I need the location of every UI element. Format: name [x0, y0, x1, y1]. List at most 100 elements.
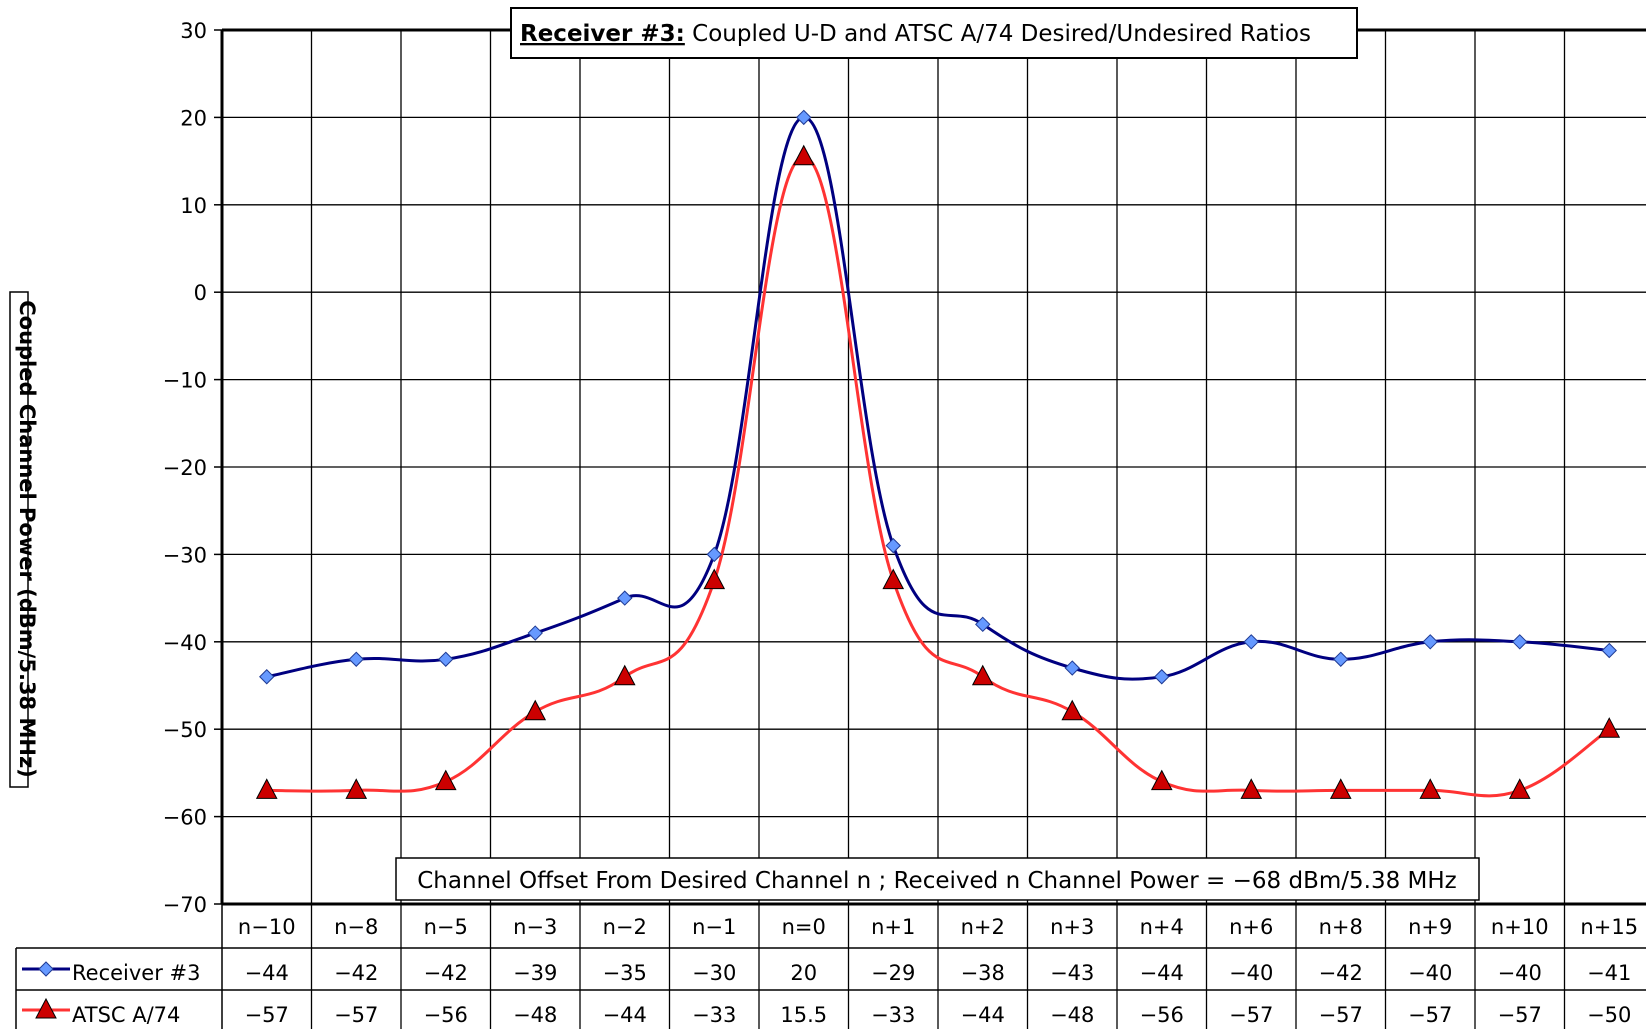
triangle-marker: [613, 664, 636, 686]
data-label: −56: [1140, 1003, 1184, 1027]
diamond-marker: [1422, 634, 1438, 650]
data-label: −56: [424, 1003, 468, 1027]
x-tick-label: n−1: [692, 915, 736, 939]
grid: [222, 29, 1646, 905]
data-label: −43: [1050, 961, 1094, 985]
diamond-marker: [348, 651, 364, 667]
data-label: −30: [692, 961, 736, 985]
y-axis-title-box: Coupled Channel Power (dBm/5.38 MHz): [9, 291, 39, 788]
legend-label: ATSC A/74: [72, 1003, 180, 1027]
chart-title-bold: Receiver #3:: [520, 21, 685, 47]
diamond-marker: [796, 109, 812, 126]
data-label: −41: [1587, 961, 1631, 985]
diamond-marker: [1601, 642, 1617, 659]
y-tick-label: −20: [163, 456, 207, 480]
chart-title-rest: Coupled U-D and ATSC A/74 Desired/Undesi…: [685, 21, 1311, 47]
data-label: −33: [871, 1003, 915, 1027]
data-table: n−10 n−8 n−5 n−3 n−2 n−1 n=0 n+1 n+2 n+3 n+4 n+6 n+8…: [15, 904, 1646, 1029]
triangle-marker: [345, 778, 368, 799]
data-label: 20: [790, 961, 817, 985]
triangle-marker: [971, 664, 994, 686]
data-label: −38: [961, 961, 1005, 985]
chart-title-box: Receiver #3: Coupled U-D and ATSC A/74 D…: [510, 7, 1358, 59]
y-tick-label: −60: [163, 806, 207, 830]
data-label: −44: [961, 1003, 1005, 1027]
data-label: −57: [1498, 1003, 1542, 1027]
x-tick-label: n+2: [961, 915, 1005, 939]
diamond-marker: [1512, 634, 1528, 650]
x-axis-title-box: Channel Offset From Desired Channel n ; …: [395, 857, 1480, 901]
legend-key-diamond: [38, 961, 54, 977]
y-tick-label: 10: [180, 194, 207, 218]
data-label: −57: [1229, 1003, 1273, 1027]
x-tick-label: n+15: [1580, 915, 1638, 939]
triangle-marker: [1598, 717, 1621, 738]
data-label: −40: [1229, 961, 1273, 985]
diamond-marker: [259, 669, 275, 685]
data-label: −40: [1408, 961, 1452, 985]
diamond-marker: [706, 546, 722, 563]
data-label: −40: [1498, 961, 1542, 985]
data-label: −44: [1140, 961, 1184, 985]
data-label: −57: [245, 1003, 289, 1027]
x-tick-label: n+8: [1319, 915, 1363, 939]
triangle-marker: [792, 144, 815, 166]
axes: 30 20 10 0 −10 −20 −30 −40 −50 −60 −70: [163, 19, 1646, 917]
data-label: −42: [334, 961, 378, 985]
triangle-marker: [1150, 769, 1173, 791]
diamond-marker: [438, 651, 454, 667]
y-tick-label: −70: [163, 893, 207, 917]
x-tick-label: n−10: [238, 915, 296, 939]
x-axis-title: Channel Offset From Desired Channel n ; …: [417, 868, 1457, 894]
triangle-marker: [524, 699, 547, 721]
triangle-marker: [255, 778, 278, 799]
chart-title: Receiver #3: Coupled U-D and ATSC A/74 D…: [520, 21, 1311, 47]
legend-label: Receiver #3: [72, 961, 200, 985]
diamond-marker: [975, 616, 991, 633]
diamond-marker: [885, 537, 901, 554]
data-label: −48: [1050, 1003, 1094, 1027]
y-axis-title: Coupled Channel Power (dBm/5.38 MHz): [15, 300, 39, 778]
y-tick-label: −40: [163, 631, 207, 655]
data-label: −57: [1319, 1003, 1363, 1027]
data-label: −44: [245, 961, 289, 985]
legend-key-triangle: [35, 997, 57, 1019]
data-label: −33: [692, 1003, 736, 1027]
diamond-marker: [1243, 634, 1259, 650]
triangle-marker: [1508, 778, 1531, 799]
y-tick-label: 0: [194, 281, 207, 305]
triangle-marker: [1240, 778, 1263, 799]
diamond-marker: [1333, 651, 1349, 667]
x-tick-label: n−5: [424, 915, 468, 939]
diamond-marker: [1064, 660, 1080, 676]
x-tick-label: n+3: [1050, 915, 1094, 939]
data-label: −57: [1408, 1003, 1452, 1027]
y-tick-label: 30: [180, 19, 207, 43]
diamond-marker: [617, 590, 633, 606]
x-tick-label: n+6: [1229, 915, 1273, 939]
diamond-marker: [527, 625, 543, 641]
data-label: −57: [334, 1003, 378, 1027]
data-label: −42: [1319, 961, 1363, 985]
x-tick-label: n−2: [603, 915, 647, 939]
data-label: −39: [513, 961, 557, 985]
x-tick-label: n+10: [1491, 915, 1549, 939]
data-label: −48: [513, 1003, 557, 1027]
triangle-marker: [882, 568, 905, 590]
x-tick-label: n+9: [1408, 915, 1452, 939]
triangle-marker: [1419, 778, 1442, 799]
data-label: −29: [871, 961, 915, 985]
triangle-marker: [703, 568, 726, 590]
data-label: −50: [1587, 1003, 1631, 1027]
triangle-marker: [1329, 778, 1352, 799]
y-tick-label: 20: [180, 106, 207, 130]
data-label: −42: [424, 961, 468, 985]
x-tick-label: n+1: [871, 915, 915, 939]
x-tick-label: n−3: [513, 915, 557, 939]
series-layer: [255, 109, 1621, 799]
x-tick-label: n+4: [1140, 915, 1184, 939]
triangle-marker: [1061, 699, 1084, 721]
data-label: 15.5: [780, 1003, 827, 1027]
y-tick-label: −30: [163, 543, 207, 567]
